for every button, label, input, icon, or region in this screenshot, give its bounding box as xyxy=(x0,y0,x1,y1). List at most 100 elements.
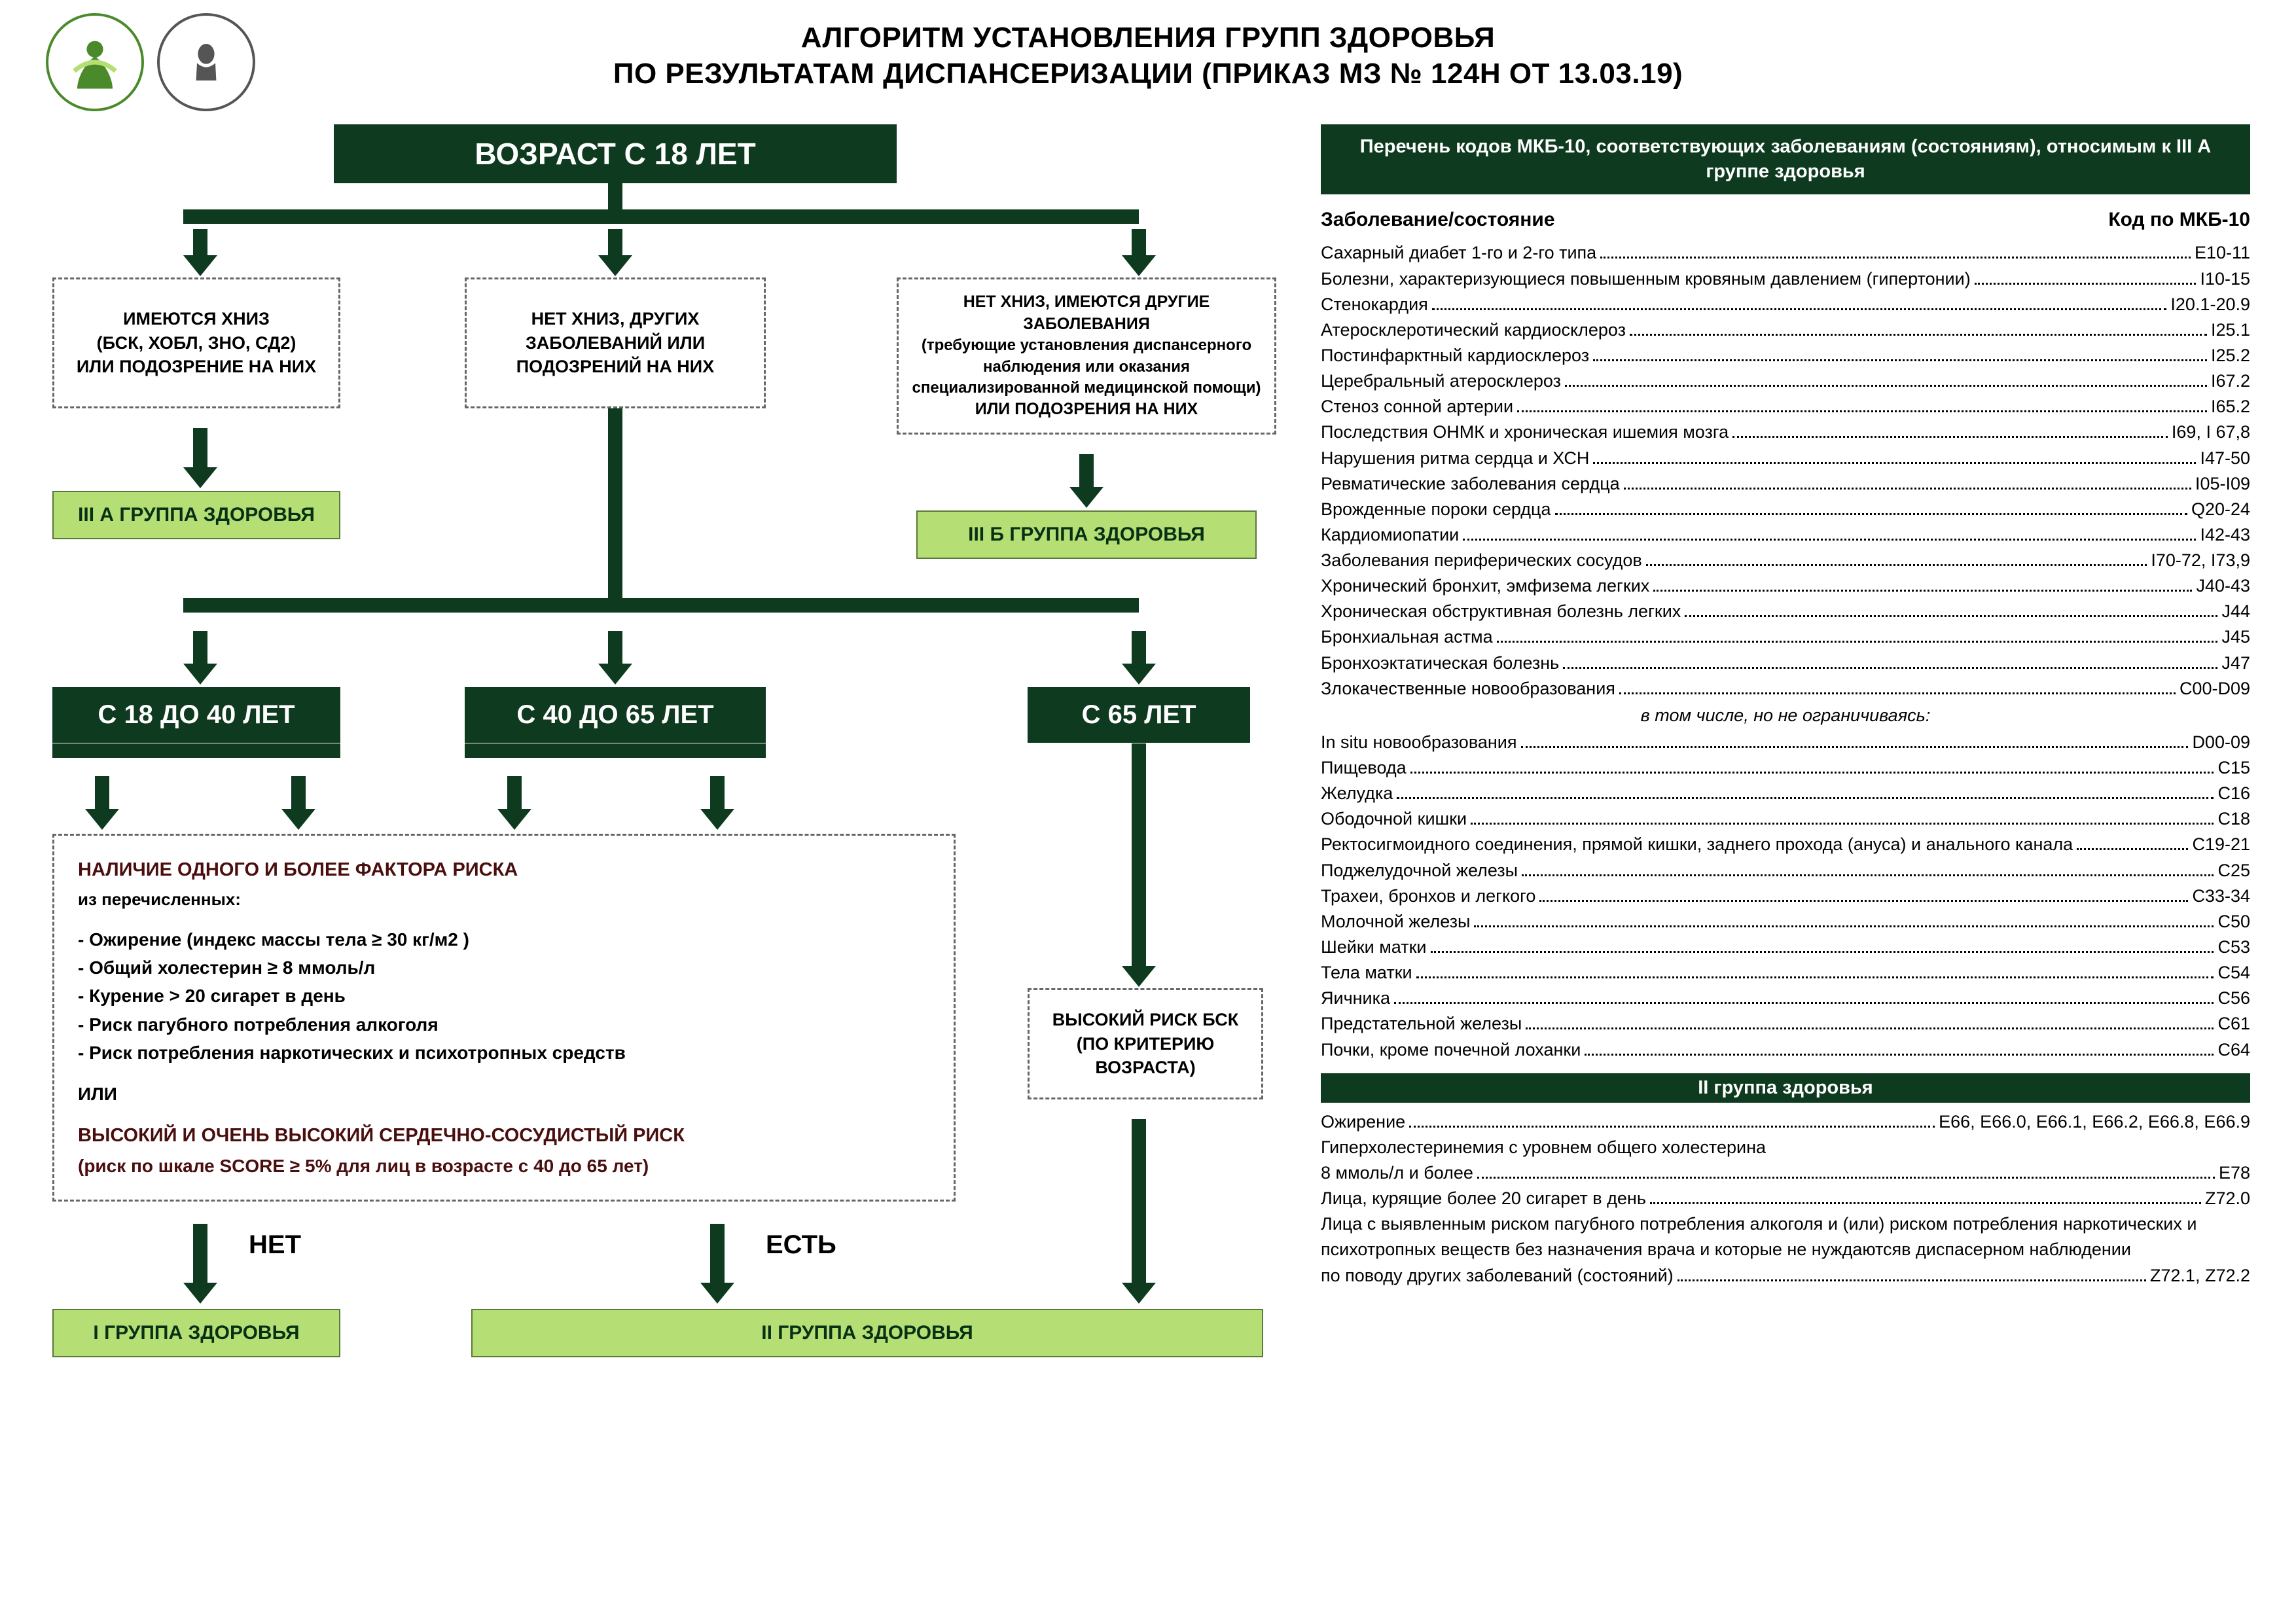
icd-code: I67.2 xyxy=(2211,368,2250,394)
disease-name: Пищевода xyxy=(1321,755,1407,781)
connector xyxy=(608,183,622,209)
icd-code: I20.1-20.9 xyxy=(2170,292,2250,317)
disease-name: 8 ммоль/л и более xyxy=(1321,1160,1473,1186)
code-row: ЖелудкаС16 xyxy=(1321,781,2250,806)
connector xyxy=(1132,743,1146,966)
icd-code: Е10-11 xyxy=(2195,240,2250,266)
connector xyxy=(183,598,1139,613)
code-row: Тела маткиС54 xyxy=(1321,960,2250,986)
disease-name: Бронхоэктатическая болезнь xyxy=(1321,651,1559,676)
leader-dots xyxy=(1565,385,2207,387)
code-row: ЯичникаС56 xyxy=(1321,986,2250,1011)
title-line-2: ПО РЕЗУЛЬТАТАМ ДИСПАНСЕРИЗАЦИИ (ПРИКАЗ М… xyxy=(613,58,1683,90)
disease-name: Ожирение xyxy=(1321,1109,1405,1135)
page-title: АЛГОРИТМ УСТАНОВЛЕНИЯ ГРУПП ЗДОРОВЬЯ ПО … xyxy=(0,20,2296,92)
node-group-3b: III Б ГРУППА ЗДОРОВЬЯ xyxy=(916,510,1257,559)
arrow-icon xyxy=(1069,487,1103,508)
icd-code: I47-50 xyxy=(2200,446,2250,471)
arrow-icon xyxy=(1122,255,1156,276)
node-risk-65: ВЫСОКИЙ РИСК БСК (ПО КРИТЕРИЮ ВОЗРАСТА) xyxy=(1028,988,1263,1099)
icd10-rows-group2c: по поводу других заболеваний (состояний)… xyxy=(1321,1263,2250,1289)
arrow-icon xyxy=(497,809,531,830)
code-row: ПищеводаС15 xyxy=(1321,755,2250,781)
code-row: Ободочной кишкиС18 xyxy=(1321,806,2250,832)
arrow-icon xyxy=(85,809,119,830)
code-row: Нарушения ритма сердца и ХСНI47-50 xyxy=(1321,446,2250,471)
disease-name: по поводу других заболеваний (состояний) xyxy=(1321,1263,1674,1289)
code-row: Шейки маткиС53 xyxy=(1321,935,2250,960)
icd-code: D00-09 xyxy=(2192,730,2250,755)
leader-dots xyxy=(1526,1027,2214,1029)
code-row: КардиомиопатииI42-43 xyxy=(1321,522,2250,548)
leader-dots xyxy=(1646,564,2147,566)
arrow-icon xyxy=(183,467,217,488)
disease-name: Желудка xyxy=(1321,781,1393,806)
arrow-icon xyxy=(1122,1283,1156,1304)
node-root-age18: ВОЗРАСТ С 18 ЛЕТ xyxy=(334,124,897,183)
icd-code: Z72.1, Z72.2 xyxy=(2150,1263,2250,1289)
leader-dots xyxy=(1397,797,2214,799)
node-age-40-65: С 40 ДО 65 ЛЕТ xyxy=(465,687,766,743)
disease-name: Последствия ОНМК и хроническая ишемия мо… xyxy=(1321,419,1729,445)
arrow-icon xyxy=(281,809,315,830)
icd-code: С19-21 xyxy=(2192,832,2250,857)
icd-code: Q20-24 xyxy=(2191,497,2250,522)
disease-name: Поджелудочной железы xyxy=(1321,858,1518,883)
arrow-icon xyxy=(183,664,217,685)
connector xyxy=(465,743,766,758)
icd-code: I25.1 xyxy=(2211,317,2250,343)
code-row: Болезни, характеризующиеся повышенным кр… xyxy=(1321,266,2250,292)
leader-dots xyxy=(1409,1126,1935,1128)
icd-code: J47 xyxy=(2221,651,2250,676)
icd10-rows-cancer: In situ новообразованияD00-09ПищеводаС15… xyxy=(1321,730,2250,1063)
icd-code: С64 xyxy=(2217,1037,2250,1063)
disease-name: Атеросклеротический кардиосклероз xyxy=(1321,317,1626,343)
leader-dots xyxy=(1630,334,2207,336)
node-risk-factors: НАЛИЧИЕ ОДНОГО И БОЛЕЕ ФАКТОРА РИСКА из … xyxy=(52,834,956,1202)
leader-dots xyxy=(1624,488,2191,490)
code-row: Лица, курящие более 20 сигарет в деньZ72… xyxy=(1321,1186,2250,1211)
disease-name: Предстательной железы xyxy=(1321,1011,1522,1037)
icd-code: С18 xyxy=(2217,806,2250,832)
leader-dots xyxy=(1410,772,2214,774)
leader-dots xyxy=(1522,874,2214,876)
disease-name: Врожденные пороки сердца xyxy=(1321,497,1551,522)
leader-dots xyxy=(1563,667,2217,669)
icd-code: С53 xyxy=(2217,935,2250,960)
leader-dots xyxy=(1394,1002,2214,1004)
arrow-icon xyxy=(183,1283,217,1304)
code-row: Поджелудочной железы С25 xyxy=(1321,858,2250,883)
code-row: Ректосигмоидного соединения, прямой кишк… xyxy=(1321,832,2250,857)
code-row: 8 ммоль/л и более Е78 xyxy=(1321,1160,2250,1186)
icd-code: Е66, Е66.0, Е66.1, Е66.2, Е66.8, Е66.9 xyxy=(1939,1109,2250,1135)
arrow-icon xyxy=(700,1283,734,1304)
icd-code: С56 xyxy=(2217,986,2250,1011)
leader-dots xyxy=(1653,590,2192,592)
connector xyxy=(608,408,622,598)
code-row: Сахарный диабет 1-го и 2-го типаЕ10-11 xyxy=(1321,240,2250,266)
disease-name: Бронхиальная астма xyxy=(1321,624,1493,650)
connector xyxy=(52,743,340,758)
icd10-header: Перечень кодов МКБ-10, соответствующих з… xyxy=(1321,124,2250,194)
disease-name: Постинфарктный кардиосклероз xyxy=(1321,343,1589,368)
icd-code: С25 xyxy=(2217,858,2250,883)
icd-code: I70-72, I73,9 xyxy=(2151,548,2250,573)
icd-code: I05-I09 xyxy=(2195,471,2250,497)
arrow-icon xyxy=(1122,966,1156,987)
icd10-plain2: Лица с выявленным риском пагубного потре… xyxy=(1321,1211,2250,1262)
leader-dots xyxy=(1539,900,2188,902)
disease-name: Тела матки xyxy=(1321,960,1412,986)
icd-code: I10-15 xyxy=(2200,266,2250,292)
icd-code: С33-34 xyxy=(2192,883,2250,909)
arrow-icon xyxy=(700,809,734,830)
icd-code: Е78 xyxy=(2219,1160,2250,1186)
code-row: СтенокардияI20.1-20.9 xyxy=(1321,292,2250,317)
node-no-hniz-no-other: НЕТ ХНИЗ, ДРУГИХ ЗАБОЛЕВАНИЙ ИЛИ ПОДОЗРЕ… xyxy=(465,277,766,408)
code-row: Врожденные пороки сердца Q20-24 xyxy=(1321,497,2250,522)
arrow-icon xyxy=(183,255,217,276)
leader-dots xyxy=(1521,746,2189,748)
disease-name: Лица, курящие более 20 сигарет в день xyxy=(1321,1186,1646,1211)
disease-name: Молочной железы xyxy=(1321,909,1470,935)
leader-dots xyxy=(1432,308,2167,310)
node-age-18-40: С 18 ДО 40 ЛЕТ xyxy=(52,687,340,743)
